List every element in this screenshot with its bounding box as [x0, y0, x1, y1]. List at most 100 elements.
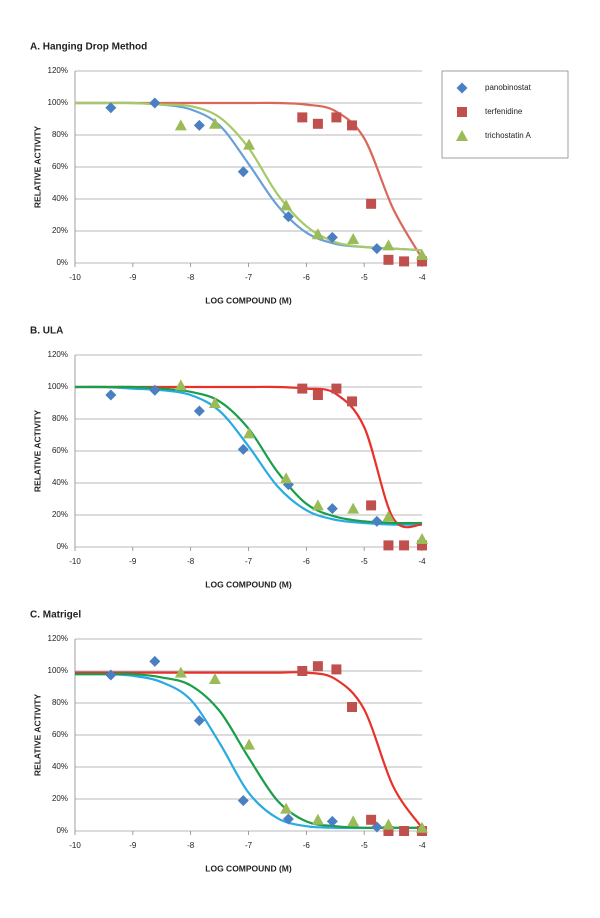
x-axis-label: LOG COMPOUND (M) — [205, 295, 292, 305]
y-tick-label: 0% — [56, 542, 68, 551]
data-point — [149, 97, 161, 109]
data-point — [347, 502, 360, 514]
legend-label: trichostatin A — [485, 131, 531, 140]
data-point — [297, 112, 308, 123]
data-point — [326, 231, 338, 243]
data-point — [105, 102, 117, 114]
data-point — [243, 138, 256, 150]
data-point — [193, 119, 205, 131]
data-point — [237, 443, 249, 455]
x-tick-label: -9 — [129, 273, 137, 282]
y-tick-label: 20% — [52, 226, 68, 235]
data-point — [383, 540, 394, 551]
y-tick-label: 40% — [52, 762, 68, 771]
fit-curve — [75, 101, 423, 252]
data-point — [311, 813, 324, 825]
x-tick-label: -10 — [69, 557, 81, 566]
data-point — [149, 384, 161, 396]
y-tick-label: 20% — [52, 794, 68, 803]
x-tick-label: -6 — [303, 273, 311, 282]
y-tick-label: 40% — [52, 194, 68, 203]
chart-title: B. ULA — [30, 326, 63, 337]
x-tick-label: -4 — [418, 557, 426, 566]
data-point — [383, 254, 394, 265]
legend-marker — [456, 82, 468, 94]
data-point — [399, 826, 410, 836]
fit-curve — [75, 671, 423, 829]
fit-curve — [75, 101, 423, 252]
y-tick-label: 120% — [48, 350, 68, 359]
x-tick-label: -5 — [361, 841, 369, 850]
data-point — [347, 396, 358, 407]
data-point — [208, 397, 221, 408]
data-point — [347, 120, 358, 131]
data-point — [280, 802, 293, 814]
x-tick-label: -9 — [129, 557, 137, 566]
legend-marker — [457, 107, 467, 117]
data-point — [382, 510, 395, 522]
y-tick-label: 0% — [56, 826, 68, 835]
data-point — [208, 117, 221, 129]
data-point — [297, 666, 308, 676]
x-tick-label: -9 — [129, 841, 137, 850]
data-point — [312, 661, 323, 672]
data-point — [347, 815, 360, 827]
data-point — [371, 515, 383, 527]
x-tick-label: -7 — [245, 273, 253, 282]
data-point — [366, 198, 377, 209]
y-tick-label: 100% — [48, 382, 68, 391]
y-tick-label: 80% — [52, 698, 68, 707]
data-point — [174, 119, 187, 131]
data-point — [347, 702, 358, 712]
data-point — [366, 814, 377, 825]
y-tick-label: 60% — [52, 730, 68, 739]
data-point — [311, 228, 324, 240]
data-point — [416, 533, 428, 544]
data-point — [347, 233, 360, 244]
x-tick-label: -4 — [418, 273, 426, 282]
y-tick-label: 100% — [48, 98, 68, 107]
data-point — [282, 813, 294, 825]
data-point — [193, 405, 205, 417]
data-point — [243, 738, 256, 750]
data-point — [371, 243, 383, 255]
x-tick-label: -7 — [245, 841, 253, 850]
x-axis-label: LOG COMPOUND (M) — [205, 579, 292, 589]
data-point — [237, 795, 249, 807]
data-point — [416, 249, 428, 260]
legend-marker — [456, 130, 468, 141]
data-point — [174, 379, 187, 391]
x-axis-label: LOG COMPOUND (M) — [205, 863, 292, 873]
y-tick-label: 120% — [48, 634, 68, 643]
data-point — [149, 655, 161, 667]
data-point — [416, 821, 428, 833]
data-point — [280, 199, 293, 211]
x-tick-label: -4 — [418, 841, 426, 850]
y-tick-label: 20% — [52, 510, 68, 519]
data-point — [193, 715, 205, 727]
data-point — [326, 503, 338, 515]
x-tick-label: -10 — [69, 841, 81, 850]
data-point — [383, 826, 394, 836]
legend-label: panobinostat — [485, 83, 532, 92]
y-tick-label: 0% — [56, 258, 68, 267]
fit-curve — [75, 672, 422, 830]
y-axis-label: RELATIVE ACTIVITY — [32, 410, 42, 493]
data-point — [311, 499, 324, 511]
chart-title: C. Matrigel — [30, 610, 81, 621]
data-point — [312, 390, 323, 400]
x-tick-label: -10 — [69, 273, 81, 282]
data-point — [331, 112, 342, 123]
data-point — [382, 239, 395, 251]
data-point — [399, 540, 410, 551]
y-tick-label: 60% — [52, 446, 68, 455]
y-tick-label: 80% — [52, 414, 68, 423]
y-tick-label: 100% — [48, 666, 68, 675]
y-tick-label: 40% — [52, 478, 68, 487]
data-point — [105, 669, 117, 681]
data-point — [399, 256, 410, 267]
fit-curve — [75, 101, 423, 259]
data-point — [174, 666, 187, 678]
data-point — [417, 540, 427, 551]
